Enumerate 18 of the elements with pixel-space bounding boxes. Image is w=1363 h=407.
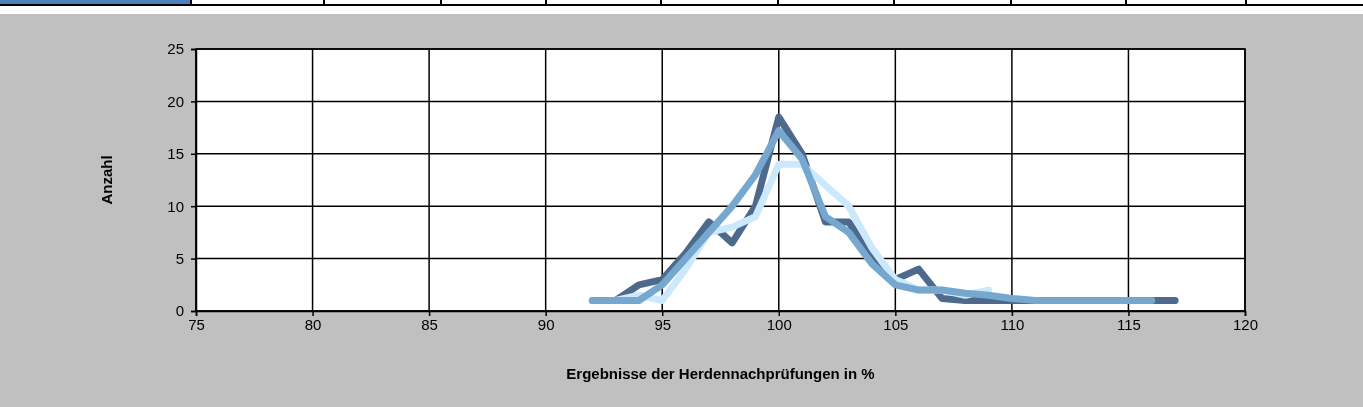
y-tick-label: 25 (167, 40, 184, 58)
y-tick-label: 15 (167, 145, 184, 163)
y-axis-title: Anzahl (98, 155, 115, 205)
y-tick-label: 0 (175, 302, 184, 320)
x-tick-label: 75 (188, 315, 205, 333)
y-tick-label: 10 (167, 197, 184, 215)
x-tick-label: 85 (421, 315, 438, 333)
x-tick-label: 120 (1232, 315, 1259, 333)
x-tick-label: 105 (883, 315, 909, 333)
x-tick-label: 80 (304, 315, 322, 333)
x-tick-label: 115 (1116, 315, 1141, 333)
x-axis-title: Ergebnisse der Herdennachprüfungen in % (566, 365, 875, 382)
y-tick-label: 5 (175, 249, 184, 267)
x-tick-label: 100 (766, 315, 792, 333)
y-tick-label: 20 (167, 92, 184, 110)
x-tick-label: 95 (654, 315, 672, 333)
x-tick-label: 90 (537, 315, 555, 333)
x-tick-label: 110 (1000, 315, 1025, 333)
